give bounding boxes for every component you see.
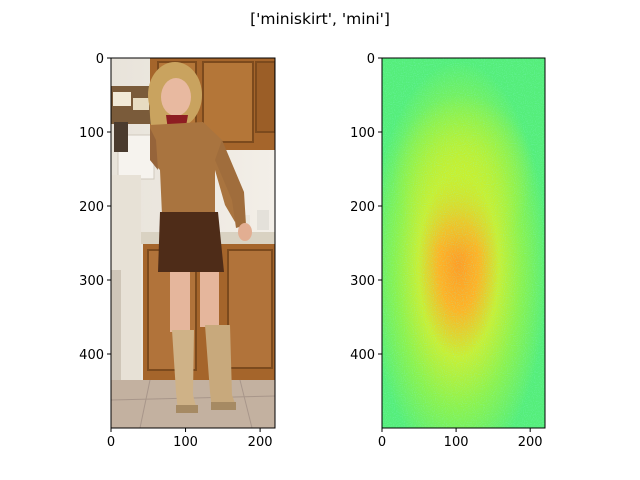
photo-x-tick-label: 200 xyxy=(248,435,273,450)
heatmap-y-tick-label: 400 xyxy=(350,348,375,363)
heatmap-frame xyxy=(381,57,546,429)
photo-axes: 0 100 200 0 100 200 300 400 xyxy=(79,52,272,450)
photo-frame xyxy=(110,57,276,429)
heatmap-y-tick-label: 100 xyxy=(350,126,375,141)
heatmap-y-tick-label: 0 xyxy=(367,52,375,67)
heatmap-y-tick-label: 300 xyxy=(350,274,375,289)
photo-x-tick-label: 0 xyxy=(107,435,115,450)
photo-y-tick-label: 100 xyxy=(79,126,104,141)
photo-y-tick-label: 200 xyxy=(79,200,104,215)
photo-x-tick-label: 100 xyxy=(173,435,198,450)
skirt xyxy=(158,212,224,272)
heatmap-x-tick-label: 100 xyxy=(444,435,469,450)
boots xyxy=(172,330,197,412)
photo-y-tick-label: 300 xyxy=(79,274,104,289)
photo-y-tick-label: 400 xyxy=(79,348,104,363)
heatmap-noise xyxy=(382,58,545,428)
photo-panel xyxy=(111,58,275,428)
figure-title: ['miniskirt', 'mini'] xyxy=(250,10,390,28)
heatmap-x-tick-label: 200 xyxy=(518,435,543,450)
heatmap-y-tick-label: 200 xyxy=(350,200,375,215)
photo-y-tick-label: 0 xyxy=(96,52,104,67)
heatmap-panel xyxy=(382,58,545,428)
person xyxy=(148,62,252,413)
heatmap-axes: 0 100 200 0 100 200 300 400 xyxy=(350,52,542,450)
heatmap-x-tick-label: 0 xyxy=(378,435,386,450)
